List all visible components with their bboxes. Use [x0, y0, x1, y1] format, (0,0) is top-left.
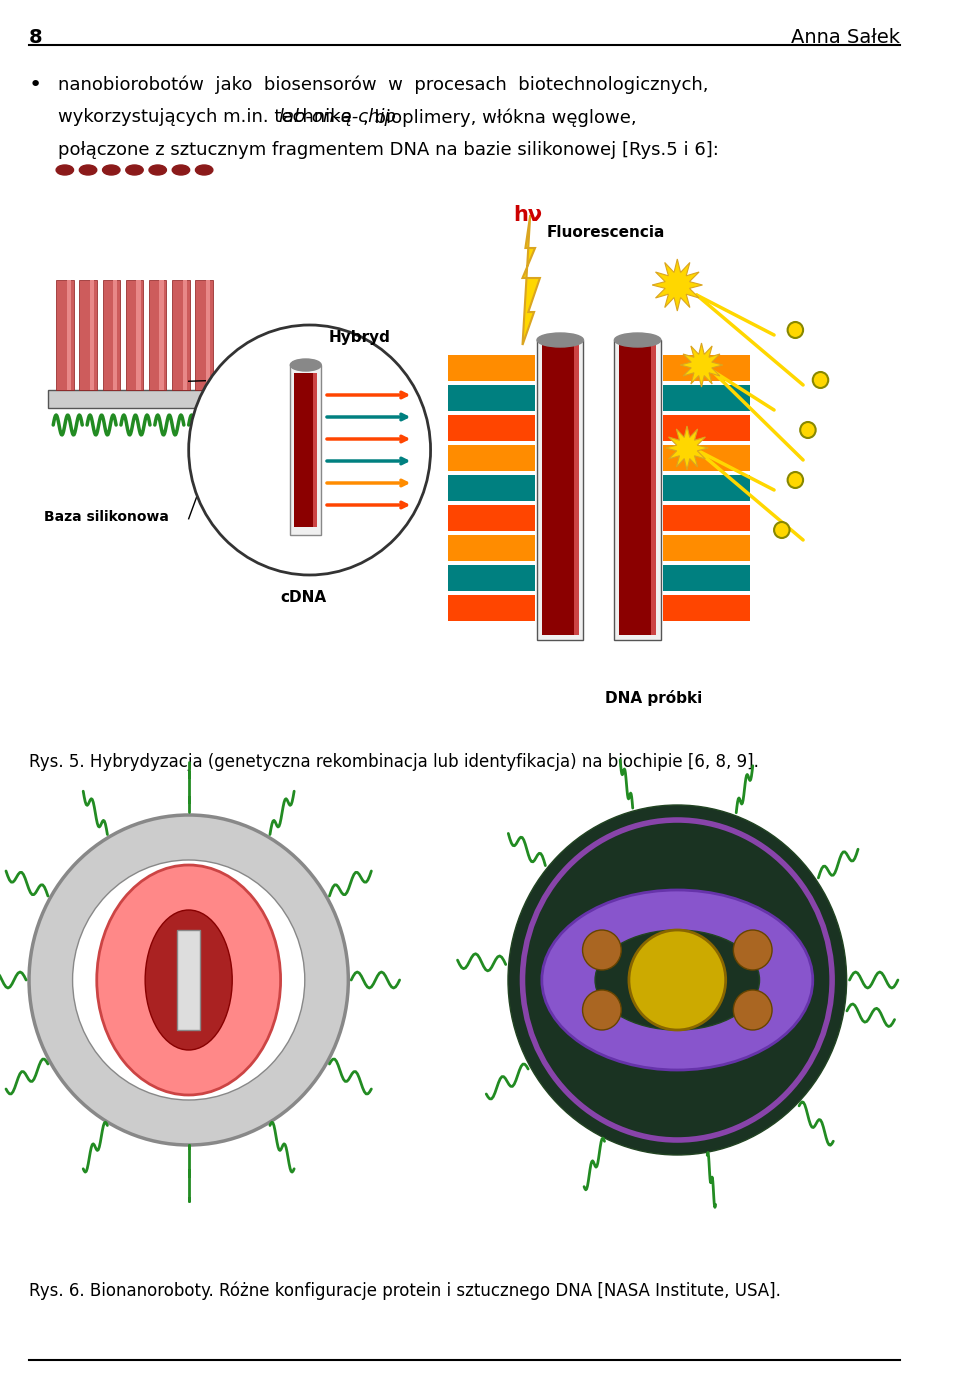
Circle shape — [774, 522, 789, 538]
Bar — [662, 475, 750, 501]
Text: Hybryd: Hybryd — [329, 330, 391, 345]
Bar — [56, 279, 74, 389]
Text: Fluorescencia: Fluorescencia — [546, 226, 665, 239]
Bar — [448, 385, 535, 411]
Bar — [448, 475, 535, 501]
Circle shape — [189, 325, 431, 575]
Bar — [662, 385, 750, 411]
Bar — [448, 594, 535, 621]
Ellipse shape — [196, 165, 213, 175]
Text: •: • — [29, 76, 42, 95]
Circle shape — [813, 372, 828, 388]
Circle shape — [787, 322, 804, 338]
Bar — [574, 345, 579, 634]
Text: hν: hν — [513, 205, 541, 226]
Ellipse shape — [80, 165, 97, 175]
Bar — [662, 535, 750, 561]
Text: , bioplimery, włókna węglowe,: , bioplimery, włókna węglowe, — [364, 107, 637, 127]
Text: DNA próbki: DNA próbki — [605, 689, 702, 706]
Bar — [196, 279, 213, 389]
Text: nanobiorobotów  jako  biosensorów  w  procesach  biotechnologicznych,: nanobiorobotów jako biosensorów w proces… — [58, 76, 708, 94]
Ellipse shape — [290, 359, 322, 372]
Polygon shape — [522, 215, 540, 345]
Bar — [182, 279, 187, 389]
Circle shape — [73, 860, 304, 1099]
Circle shape — [29, 815, 348, 1145]
Text: Anna Sałek: Anna Sałek — [791, 28, 900, 47]
Circle shape — [733, 989, 772, 1031]
Bar — [113, 279, 117, 389]
Ellipse shape — [126, 165, 143, 175]
Text: 8: 8 — [29, 28, 42, 47]
Circle shape — [733, 930, 772, 970]
Bar — [159, 279, 164, 389]
Bar — [662, 594, 750, 621]
Bar — [172, 279, 190, 389]
Ellipse shape — [103, 165, 120, 175]
Ellipse shape — [56, 165, 74, 175]
Text: cDNA: cDNA — [280, 590, 326, 605]
Ellipse shape — [145, 910, 232, 1050]
Text: połączone z sztucznym fragmentem DNA na bazie silikonowej [Rys.5 i 6]:: połączone z sztucznym fragmentem DNA na … — [58, 140, 719, 160]
Text: lab-on-a-chip: lab-on-a-chip — [277, 107, 396, 127]
Bar — [448, 355, 535, 381]
Bar — [448, 566, 535, 592]
Bar — [537, 340, 584, 640]
Bar — [294, 373, 316, 527]
Bar — [619, 345, 654, 634]
Circle shape — [508, 805, 847, 1154]
Bar — [448, 535, 535, 561]
Bar — [149, 279, 166, 389]
Text: Rys. 6. Bionanoroboty. Różne konfiguracje protein i sztucznego DNA [NASA Institu: Rys. 6. Bionanoroboty. Różne konfiguracj… — [29, 1282, 780, 1300]
Circle shape — [787, 472, 804, 488]
Bar — [90, 279, 94, 389]
Bar — [80, 279, 97, 389]
Polygon shape — [652, 259, 703, 311]
Bar — [136, 279, 140, 389]
Bar — [48, 389, 228, 409]
Bar — [290, 365, 322, 535]
Bar — [448, 444, 535, 471]
Circle shape — [583, 930, 621, 970]
Ellipse shape — [595, 930, 759, 1031]
Ellipse shape — [172, 165, 190, 175]
Text: Rys. 5. Hybrydyzacja (genetyczna rekombinacja lub identyfikacja) na biochipie [6: Rys. 5. Hybrydyzacja (genetyczna rekombi… — [29, 753, 759, 771]
Bar — [662, 505, 750, 531]
Text: wykorzystujących m.in. technikę: wykorzystujących m.in. technikę — [58, 107, 357, 127]
Bar — [103, 279, 120, 389]
Circle shape — [583, 989, 621, 1031]
Polygon shape — [681, 343, 723, 387]
Bar — [662, 355, 750, 381]
Ellipse shape — [614, 333, 660, 347]
Ellipse shape — [537, 333, 584, 347]
Polygon shape — [665, 427, 708, 471]
Bar — [205, 279, 210, 389]
Bar — [448, 505, 535, 531]
Bar — [662, 416, 750, 440]
Bar — [662, 566, 750, 592]
Bar — [541, 345, 577, 634]
Circle shape — [629, 930, 726, 1031]
Ellipse shape — [149, 165, 166, 175]
Bar — [614, 340, 660, 640]
Bar — [314, 373, 318, 527]
Bar — [177, 930, 201, 1031]
Bar — [66, 279, 71, 389]
Bar — [651, 345, 656, 634]
Ellipse shape — [97, 866, 280, 1095]
Circle shape — [801, 422, 816, 438]
Bar — [126, 279, 143, 389]
Ellipse shape — [541, 890, 813, 1071]
Text: Baza silikonowa: Baza silikonowa — [43, 510, 168, 524]
Bar — [448, 416, 535, 440]
Bar — [662, 444, 750, 471]
